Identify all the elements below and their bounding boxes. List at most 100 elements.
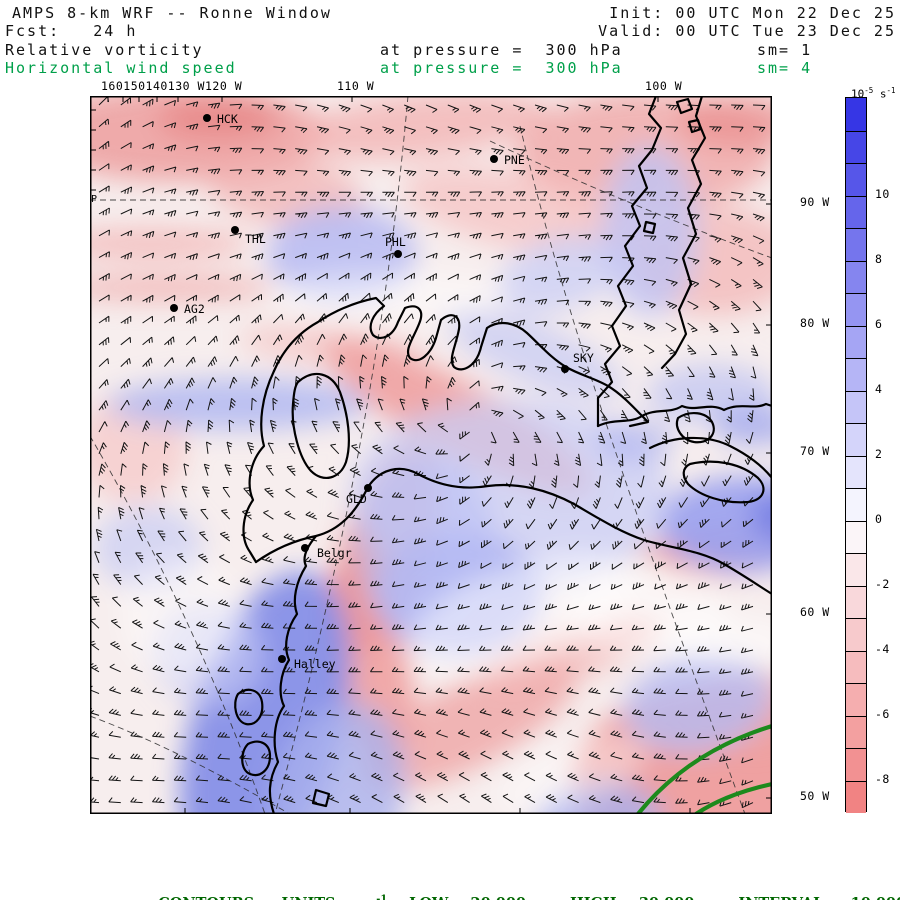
coastline (596, 94, 663, 428)
station-label: PHL (385, 235, 406, 249)
contour-units-exp: -1 (376, 894, 388, 900)
field2-pressure: at pressure = 300 hPa (380, 59, 623, 77)
colorbar-tick-label: 0 (875, 511, 883, 526)
contour-low: LOW= 20.000 (409, 895, 526, 900)
graticule-line (89, 435, 266, 815)
station-markers: HCK PNE THL PHL AG2 SKY GLD Belgr Halley (170, 112, 594, 671)
vorticity-blob (494, 736, 646, 816)
coastline (254, 467, 774, 596)
colorbar-cell (846, 455, 866, 488)
colorbar-tick-label: -2 (875, 576, 890, 591)
colorbar-cell (846, 293, 866, 326)
colorbar-tick-label: 10 (875, 186, 890, 201)
vorticity-blob (446, 308, 624, 400)
coastline (660, 94, 707, 370)
station-label: HCK (217, 112, 238, 126)
latitude-label: 70 W (800, 444, 830, 458)
wind-barbs-path (86, 96, 766, 809)
vorticity-shading (30, 86, 834, 891)
vorticity-blob (660, 616, 800, 666)
coastline (675, 97, 694, 115)
vorticity-blob (120, 556, 240, 676)
map-frame (90, 96, 772, 814)
colorbar-tick-label: 4 (875, 381, 883, 396)
colorbar-title-unit-exp: -1 (886, 86, 896, 95)
colorbar-cell (846, 650, 866, 683)
field2-smoothing: sm= 4 (757, 59, 813, 77)
station-label: SKY (573, 351, 594, 365)
vorticity-blob (623, 654, 773, 754)
coastline (234, 688, 264, 726)
colorbar-cell (846, 488, 866, 521)
colorbar-cell (846, 553, 866, 586)
colorbar-cell (846, 683, 866, 716)
station-dot (231, 226, 239, 234)
vorticity-blob (290, 91, 550, 161)
graticule-line (519, 125, 746, 815)
station-dot (170, 304, 178, 312)
coastline (642, 220, 657, 235)
colorbar-cell (846, 390, 866, 423)
colorbar-tick-label: -4 (875, 641, 890, 656)
coastlines (234, 94, 774, 816)
colorbar-tick-label: -6 (875, 706, 890, 721)
colorbar-cell (846, 325, 866, 358)
contour-units: UNITS=m s (282, 895, 377, 900)
colorbar-cell (846, 748, 866, 781)
vorticity-blob (108, 378, 368, 430)
coastline (682, 460, 765, 504)
coastline (272, 296, 650, 428)
colorbar-cell (846, 585, 866, 618)
colorbar-title-unit: s (873, 87, 887, 101)
vorticity-blob (50, 228, 250, 260)
station-label: PNE (504, 153, 525, 167)
coastline (291, 372, 350, 480)
station-dot (394, 250, 402, 258)
contour-info-line: CONTOURS: UNITS=m s-1 LOW= 20.000 HIGH= 30.… (138, 877, 900, 900)
vorticity-blob (55, 275, 275, 301)
colorbar-tick-label: 8 (875, 251, 883, 266)
colorbar-tick-label: 6 (875, 316, 883, 331)
station-dot (561, 365, 569, 373)
colorbar-cell (846, 228, 866, 261)
station-label: AG2 (184, 302, 205, 316)
wind-barb-field (86, 96, 766, 809)
station-label: Belgr (317, 546, 352, 560)
colorbar (845, 97, 867, 813)
longitude-label: 120 W (205, 79, 243, 93)
coastline (311, 788, 331, 808)
vorticity-blob (497, 234, 623, 314)
station-dot (301, 544, 309, 552)
map-canvas: HCK PNE THL PHL AG2 SKY GLD Belgr Halley (30, 86, 834, 891)
vorticity-blob (678, 95, 798, 147)
coastline (241, 740, 272, 777)
colorbar-title-exp: -5 (864, 86, 874, 95)
init-time: Init: 00 UTC Mon 22 Dec 25 (609, 4, 896, 22)
station-dot (490, 155, 498, 163)
colorbar-cell (846, 260, 866, 293)
colorbar-cell (846, 520, 866, 553)
wind-speed-contour (693, 781, 775, 817)
wind-speed-contours (635, 723, 775, 817)
station-dot (278, 655, 286, 663)
latitude-label: 90 W (800, 195, 830, 209)
colorbar-cell (846, 130, 866, 163)
field1-pressure: at pressure = 300 hPa (380, 41, 623, 59)
station-dot (364, 484, 372, 492)
coastline (675, 412, 715, 444)
coastline (687, 118, 703, 134)
forecast-hour: Fcst: 24 h (5, 22, 138, 40)
latitude-label: 60 W (800, 605, 830, 619)
contour-interval: INTERVAL= 10.000 (738, 895, 900, 900)
coastline (268, 534, 318, 816)
latitude-label: 50 W (800, 789, 830, 803)
valid-time: Valid: 00 UTC Tue 23 Dec 25 (598, 22, 896, 40)
station-dot (203, 114, 211, 122)
colorbar-cell (846, 715, 866, 748)
graticule-line (489, 140, 773, 259)
frame-rect (90, 96, 772, 814)
longitude-label: 160150140130 W (101, 79, 205, 93)
coastline (242, 369, 276, 564)
plot-title: AMPS 8-km WRF -- Ronne Window (12, 4, 332, 22)
